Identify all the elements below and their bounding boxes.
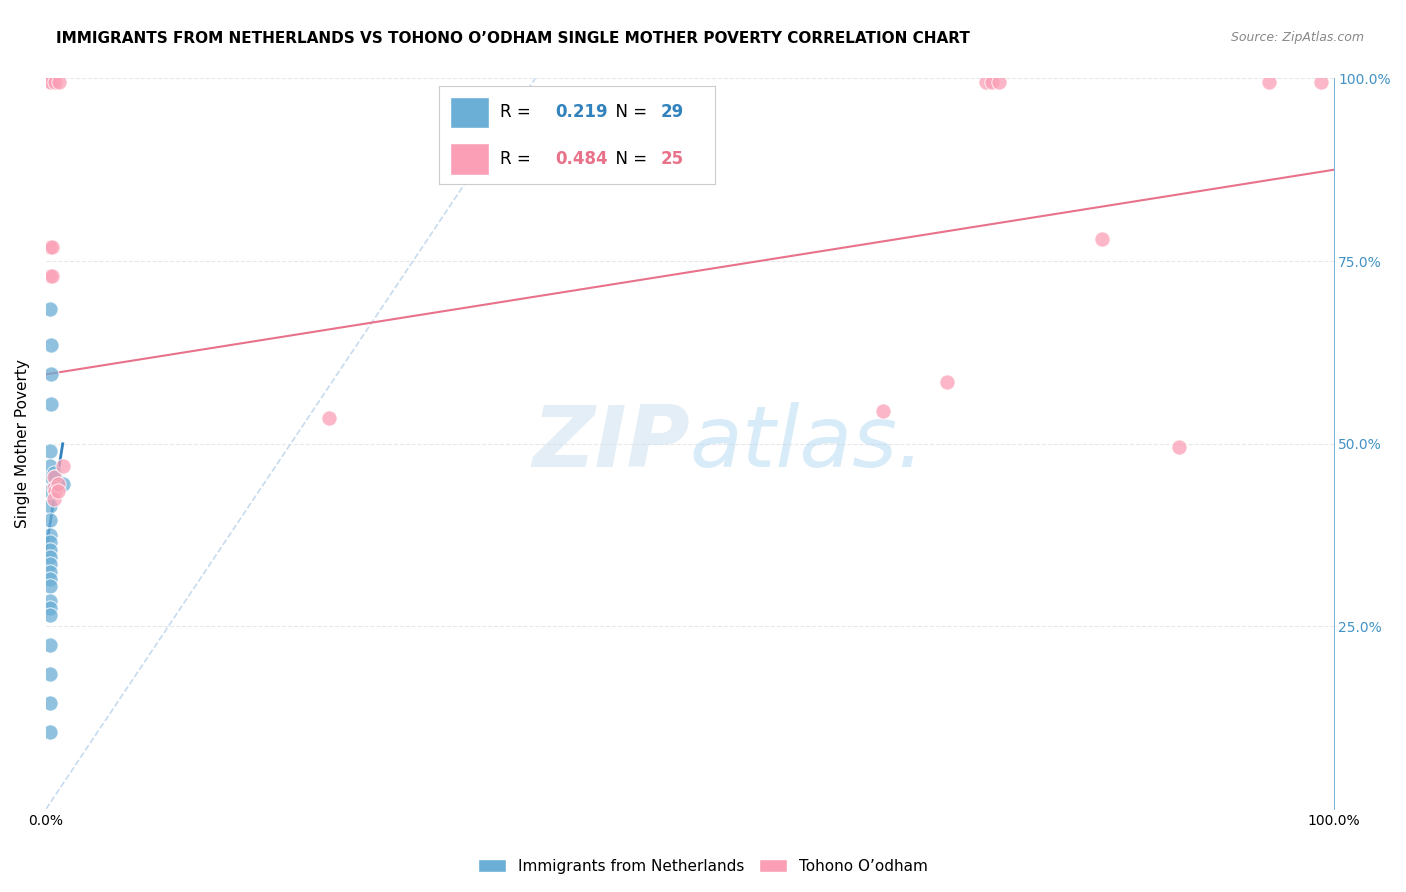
Point	[38, 579, 60, 593]
Point	[38, 268, 60, 283]
Point	[38, 608, 60, 623]
Point	[52, 458, 75, 473]
Point	[48, 75, 70, 89]
Point	[38, 444, 60, 458]
Point	[38, 458, 60, 473]
Point	[987, 75, 1010, 89]
Text: ZIP: ZIP	[531, 402, 690, 485]
Point	[38, 638, 60, 652]
Point	[38, 484, 60, 499]
Point	[39, 368, 62, 382]
Text: atlas.: atlas.	[690, 402, 925, 485]
Point	[44, 484, 66, 499]
Point	[38, 535, 60, 549]
Point	[48, 477, 70, 491]
Point	[44, 469, 66, 483]
Point	[42, 466, 65, 480]
Point	[1258, 75, 1281, 89]
Point	[44, 75, 66, 89]
Point	[981, 75, 1004, 89]
Point	[39, 338, 62, 352]
Point	[38, 514, 60, 528]
Point	[38, 239, 60, 253]
Point	[52, 477, 75, 491]
Point	[38, 725, 60, 739]
Point	[41, 239, 63, 253]
Point	[318, 411, 340, 425]
Point	[38, 301, 60, 316]
Point	[46, 484, 69, 499]
Point	[38, 667, 60, 681]
Point	[38, 75, 60, 89]
Point	[936, 375, 959, 389]
Point	[974, 75, 997, 89]
Point	[42, 481, 65, 495]
Point	[39, 396, 62, 410]
Point	[1091, 232, 1114, 246]
Point	[39, 469, 62, 483]
Point	[38, 565, 60, 579]
Point	[38, 499, 60, 513]
Legend: Immigrants from Netherlands, Tohono O’odham: Immigrants from Netherlands, Tohono O’od…	[472, 853, 934, 880]
Point	[39, 75, 62, 89]
Point	[1309, 75, 1331, 89]
Point	[42, 469, 65, 483]
Point	[38, 549, 60, 564]
Point	[38, 572, 60, 586]
Text: IMMIGRANTS FROM NETHERLANDS VS TOHONO O’ODHAM SINGLE MOTHER POVERTY CORRELATION : IMMIGRANTS FROM NETHERLANDS VS TOHONO O’…	[56, 31, 970, 46]
Point	[38, 558, 60, 572]
Text: Source: ZipAtlas.com: Source: ZipAtlas.com	[1230, 31, 1364, 45]
Point	[38, 542, 60, 557]
Point	[1168, 441, 1191, 455]
Point	[38, 528, 60, 542]
Y-axis label: Single Mother Poverty: Single Mother Poverty	[15, 359, 30, 528]
Point	[38, 601, 60, 615]
Point	[41, 268, 63, 283]
Point	[38, 696, 60, 710]
Point	[42, 491, 65, 506]
Point	[46, 477, 69, 491]
Point	[872, 404, 894, 418]
Point	[38, 594, 60, 608]
